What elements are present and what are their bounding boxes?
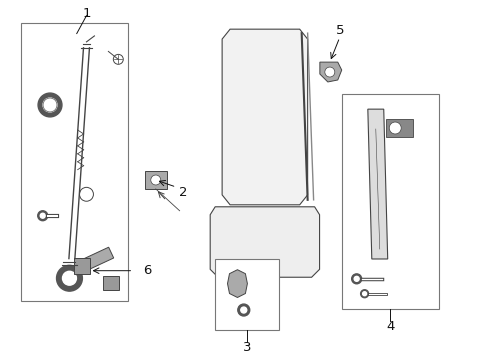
- Circle shape: [38, 211, 48, 221]
- Circle shape: [38, 93, 62, 117]
- Bar: [144, 171, 166, 189]
- Circle shape: [43, 98, 57, 112]
- Polygon shape: [319, 62, 341, 82]
- Circle shape: [40, 213, 45, 218]
- Bar: [341, 94, 438, 309]
- Bar: [103, 276, 119, 289]
- Bar: [74, 258, 89, 274]
- Text: 4: 4: [386, 320, 394, 333]
- Polygon shape: [222, 29, 307, 205]
- Text: 5: 5: [335, 24, 343, 37]
- Circle shape: [237, 304, 249, 316]
- Circle shape: [362, 292, 366, 296]
- Text: 2: 2: [179, 186, 187, 199]
- Circle shape: [324, 67, 334, 77]
- Circle shape: [150, 175, 161, 185]
- Circle shape: [57, 265, 82, 291]
- Bar: [21, 23, 127, 301]
- Bar: [385, 119, 412, 137]
- Circle shape: [240, 307, 246, 313]
- Circle shape: [388, 122, 400, 134]
- Text: 3: 3: [242, 341, 251, 354]
- Bar: [81, 247, 114, 271]
- Circle shape: [360, 290, 368, 298]
- Bar: [215, 258, 278, 330]
- Circle shape: [351, 274, 361, 284]
- Circle shape: [62, 271, 76, 285]
- Circle shape: [353, 276, 358, 281]
- Polygon shape: [210, 207, 319, 277]
- Text: 1: 1: [82, 8, 91, 21]
- Polygon shape: [367, 109, 387, 259]
- Text: 6: 6: [143, 264, 151, 277]
- Polygon shape: [227, 270, 247, 297]
